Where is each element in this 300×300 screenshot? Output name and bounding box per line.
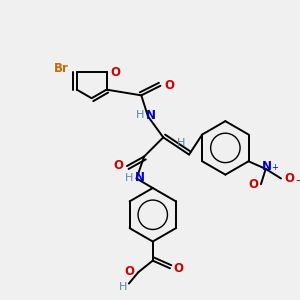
Text: Br: Br [54,62,69,75]
Text: H: H [125,172,133,182]
Text: O: O [110,66,120,79]
Text: O: O [285,172,295,185]
Text: N: N [262,160,272,172]
Text: O: O [164,79,174,92]
Text: H: H [177,138,186,148]
Text: N: N [146,109,156,122]
Text: H: H [119,282,127,292]
Text: O: O [248,178,258,191]
Text: +: + [271,164,278,172]
Text: O: O [113,159,123,172]
Text: O: O [174,262,184,275]
Text: N: N [134,171,144,184]
Text: O: O [125,265,135,278]
Text: H: H [136,110,145,120]
Text: -: - [295,174,299,187]
